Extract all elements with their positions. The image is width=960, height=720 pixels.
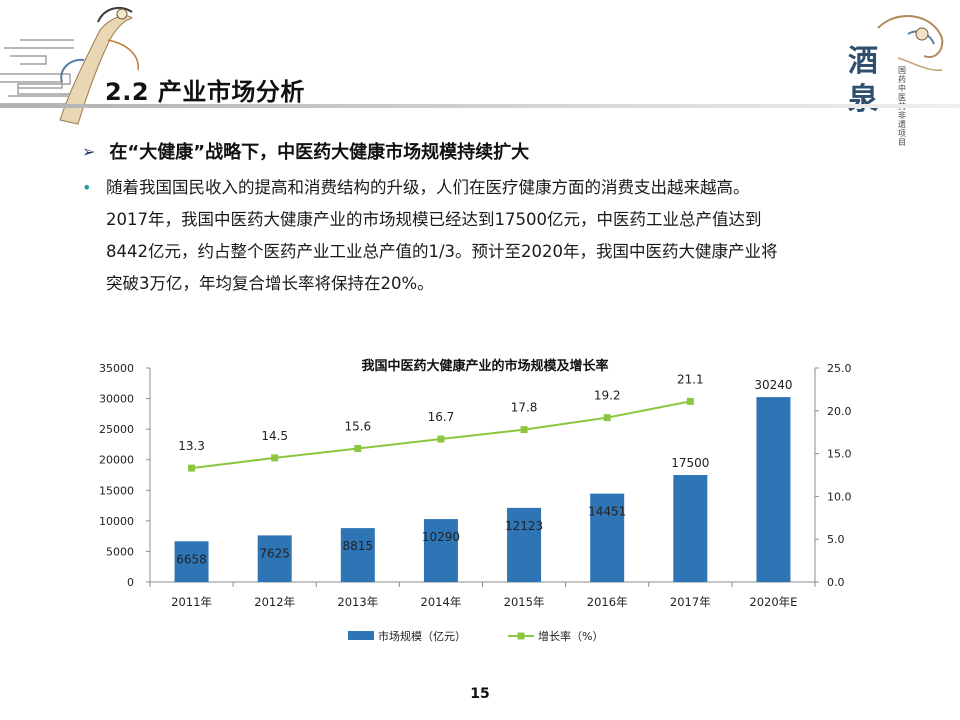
x-tick-label: 2020年E [749,595,797,609]
x-tick-label: 2011年 [171,595,212,609]
title-divider [0,104,960,108]
y-left-tick-label: 20000 [99,454,134,467]
line-data-label: 16.7 [428,410,455,424]
chart-title: 我国中医药大健康产业的市场规模及增长率 [361,358,608,374]
line-data-label: 15.6 [344,419,371,433]
y-right-tick-label: 15.0 [827,448,852,461]
arrow-right-icon: ➢ [82,141,96,161]
y-left-tick-label: 35000 [99,362,134,375]
legend-bar-label: 市场规模（亿元） [378,629,466,643]
headline: ➢ 在“大健康”战略下，中医药大健康市场规模持续扩大 [82,138,529,164]
headline-text: 在“大健康”战略下，中医药大健康市场规模持续扩大 [109,142,530,163]
bar [257,535,292,582]
line-marker [603,414,611,422]
bar [174,541,209,582]
slide-title: 2.2 产业市场分析 [105,78,305,106]
line-data-label: 21.1 [677,372,704,386]
y-right-tick-label: 5.0 [827,533,845,546]
y-right-tick-label: 25.0 [827,362,852,375]
body-paragraph: • 随着我国国民收入的提高和消费结构的升级，人们在医疗健康方面的消费支出越来越高… [82,172,902,300]
line-data-label: 17.8 [511,401,538,415]
y-left-tick-label: 25000 [99,423,134,436]
line-marker [188,464,196,472]
y-left-tick-label: 5000 [106,545,134,558]
x-tick-label: 2013年 [337,595,378,609]
y-left-tick-label: 0 [127,576,134,589]
y-left-tick-label: 10000 [99,515,134,528]
bar-data-label: 12123 [505,519,543,533]
bar [423,519,458,582]
bar [590,493,625,582]
legend-line-marker [517,632,525,640]
flying-apsara-icon [877,14,944,71]
logo-char-2: 泉 [848,82,878,117]
body-line-3: 8442亿元，约占整个医药产业工业总产值的1/3。预计至2020年，我国中医药大… [106,242,778,261]
y-right-tick-label: 10.0 [827,490,852,503]
y-right-tick-label: 20.0 [827,405,852,418]
dot-icon: • [82,178,92,197]
x-tick-label: 2015年 [504,595,545,609]
x-tick-label: 2014年 [421,595,462,609]
y-left-tick-label: 30000 [99,393,134,406]
page-number: 15 [470,686,490,702]
body-line-1: 随着我国国民收入的提高和消费结构的升级，人们在医疗健康方面的消费支出越来越高。 [106,178,750,197]
legend-bar-swatch [348,631,374,640]
bar-data-label: 6658 [176,552,207,566]
bar [507,507,542,582]
line-data-label: 13.3 [178,439,205,453]
line-data-label: 19.2 [594,389,621,403]
line-marker [520,426,528,434]
header-decoration-art [0,6,139,125]
market-size-chart: 我国中医药大健康产业的市场规模及增长率 0 5000 10000 15000 20000… [99,358,852,643]
logo-char-1: 酒 [848,44,878,79]
legend-line-label: 增长率（%） [538,629,603,643]
line-marker [354,444,362,452]
line-marker [437,435,445,443]
bar-data-label: 10290 [422,530,460,544]
body-line-2: 2017年，我国中医药大健康产业的市场规模已经达到17500亿元，中医药工业总产… [106,210,762,229]
bar-data-label: 8815 [343,539,374,553]
x-tick-label: 2016年 [587,595,628,609]
bar [340,528,375,582]
x-tick-label: 2017年 [670,595,711,609]
y-right-tick-label: 0.0 [827,576,845,589]
line-data-label: 14.5 [261,429,288,443]
line-marker [686,397,694,405]
bar [756,397,791,582]
y-left-tick-label: 15000 [99,484,134,497]
bar [673,475,708,582]
bar-data-label: 17500 [671,456,709,470]
bar-data-label: 7625 [259,546,290,560]
brand-logo: 酒 泉 国药中医药非遗项目 [838,8,950,147]
body-line-4: 突破3万亿，年均复合增长率将保持在20%。 [106,274,434,293]
line-marker [271,454,279,462]
bar-data-label: 30240 [754,378,792,392]
x-tick-label: 2012年 [254,595,295,609]
bar-data-label: 14451 [588,505,626,519]
